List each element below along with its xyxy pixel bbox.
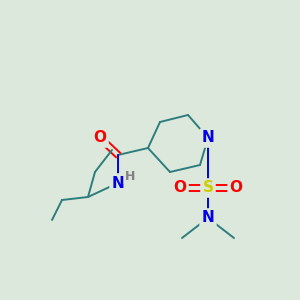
Text: O: O [173,181,187,196]
Text: S: S [202,181,214,196]
Text: N: N [112,176,124,190]
Text: O: O [94,130,106,146]
Text: H: H [125,170,135,184]
Text: N: N [202,130,214,146]
Text: N: N [202,211,214,226]
Text: O: O [230,181,242,196]
